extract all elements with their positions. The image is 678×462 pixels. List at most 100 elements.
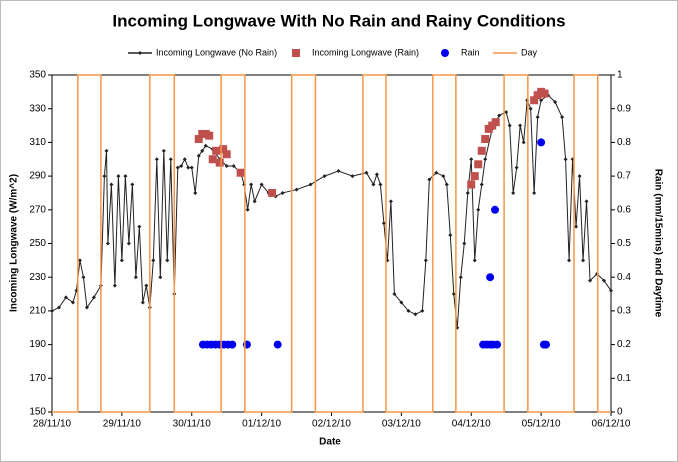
point [479, 182, 484, 187]
chart-title: Incoming Longwave With No Rain and Rainy… [112, 11, 565, 30]
point [486, 273, 495, 282]
point [434, 170, 439, 175]
point [532, 190, 537, 195]
legend-label: Day [521, 47, 538, 57]
x-tick-label: 05/12/10 [522, 419, 561, 430]
point [497, 113, 502, 118]
point [231, 163, 236, 168]
y-tick-label: 210 [29, 306, 46, 317]
y2-axis-title: Rain (mm/15mins) and Daytime [652, 169, 663, 318]
y-tick-label: 190 [29, 339, 46, 350]
y-tick-label: 170 [29, 373, 46, 384]
legend-label: Incoming Longwave (Rain) [312, 47, 419, 57]
x-tick-label: 30/11/10 [173, 419, 212, 430]
point [374, 172, 379, 177]
y2-tick-label: 0.4 [617, 272, 631, 283]
legend-marker [441, 49, 449, 57]
point [518, 123, 523, 128]
point [381, 221, 386, 226]
point [553, 99, 558, 104]
point [63, 295, 68, 300]
point [245, 207, 250, 212]
y2-tick-label: 0.7 [617, 171, 631, 182]
point [539, 98, 544, 103]
point [212, 146, 221, 155]
point [588, 278, 593, 283]
point [273, 340, 282, 349]
point [186, 165, 191, 170]
point [470, 172, 479, 181]
point [259, 182, 264, 187]
point [563, 157, 568, 162]
point [91, 295, 96, 300]
point [577, 174, 582, 179]
point [140, 300, 145, 305]
point [228, 340, 237, 349]
point [427, 177, 432, 182]
point [200, 148, 205, 153]
point [581, 258, 586, 263]
point [469, 157, 474, 162]
x-tick-label: 03/12/10 [382, 419, 421, 430]
x-tick-label: 28/11/10 [33, 419, 72, 430]
point [451, 292, 456, 297]
legend-marker [292, 49, 300, 57]
y2-tick-label: 1 [617, 70, 623, 81]
point [364, 170, 369, 175]
point [56, 305, 61, 310]
point [521, 140, 526, 145]
point [472, 258, 477, 263]
point [423, 258, 428, 263]
point [530, 96, 539, 105]
y-axis-title: Incoming Longwave (W/m^2) [9, 174, 20, 312]
point [70, 300, 75, 305]
y-tick-label: 270 [29, 204, 46, 215]
point [219, 145, 228, 154]
point [222, 150, 231, 159]
point [196, 153, 201, 158]
y2-tick-label: 0.1 [617, 373, 631, 384]
point [406, 308, 411, 313]
point [194, 135, 203, 144]
point [467, 180, 476, 189]
point [137, 224, 142, 229]
point [444, 182, 449, 187]
legend-label: Rain [461, 47, 480, 57]
point [104, 148, 109, 153]
point [507, 123, 512, 128]
point [154, 157, 159, 162]
point [477, 146, 486, 155]
point [203, 143, 208, 148]
x-tick-label: 01/12/10 [242, 419, 281, 430]
point [413, 312, 418, 317]
legend-marker [138, 51, 142, 55]
point [448, 233, 453, 238]
y-tick-label: 150 [29, 407, 46, 418]
y2-tick-label: 0 [617, 407, 623, 418]
point [481, 135, 490, 144]
y2-tick-label: 0.9 [617, 103, 631, 114]
legend-label: Incoming Longwave (No Rain) [156, 47, 277, 57]
point [540, 89, 549, 98]
point [168, 157, 173, 162]
point [109, 182, 114, 187]
point [308, 182, 313, 187]
point [491, 205, 500, 214]
y-tick-label: 350 [29, 70, 46, 81]
y2-tick-label: 0.2 [617, 339, 631, 350]
point [130, 182, 135, 187]
point [420, 308, 425, 313]
series-line [51, 94, 612, 328]
y-tick-label: 230 [29, 272, 46, 283]
point [161, 148, 166, 153]
point [165, 258, 170, 263]
point [584, 199, 589, 204]
point [322, 174, 327, 179]
series-line [52, 74, 611, 413]
point [493, 340, 502, 349]
point [458, 275, 463, 280]
point [236, 168, 245, 177]
point [126, 241, 131, 246]
y2-tick-label: 0.3 [617, 306, 631, 317]
